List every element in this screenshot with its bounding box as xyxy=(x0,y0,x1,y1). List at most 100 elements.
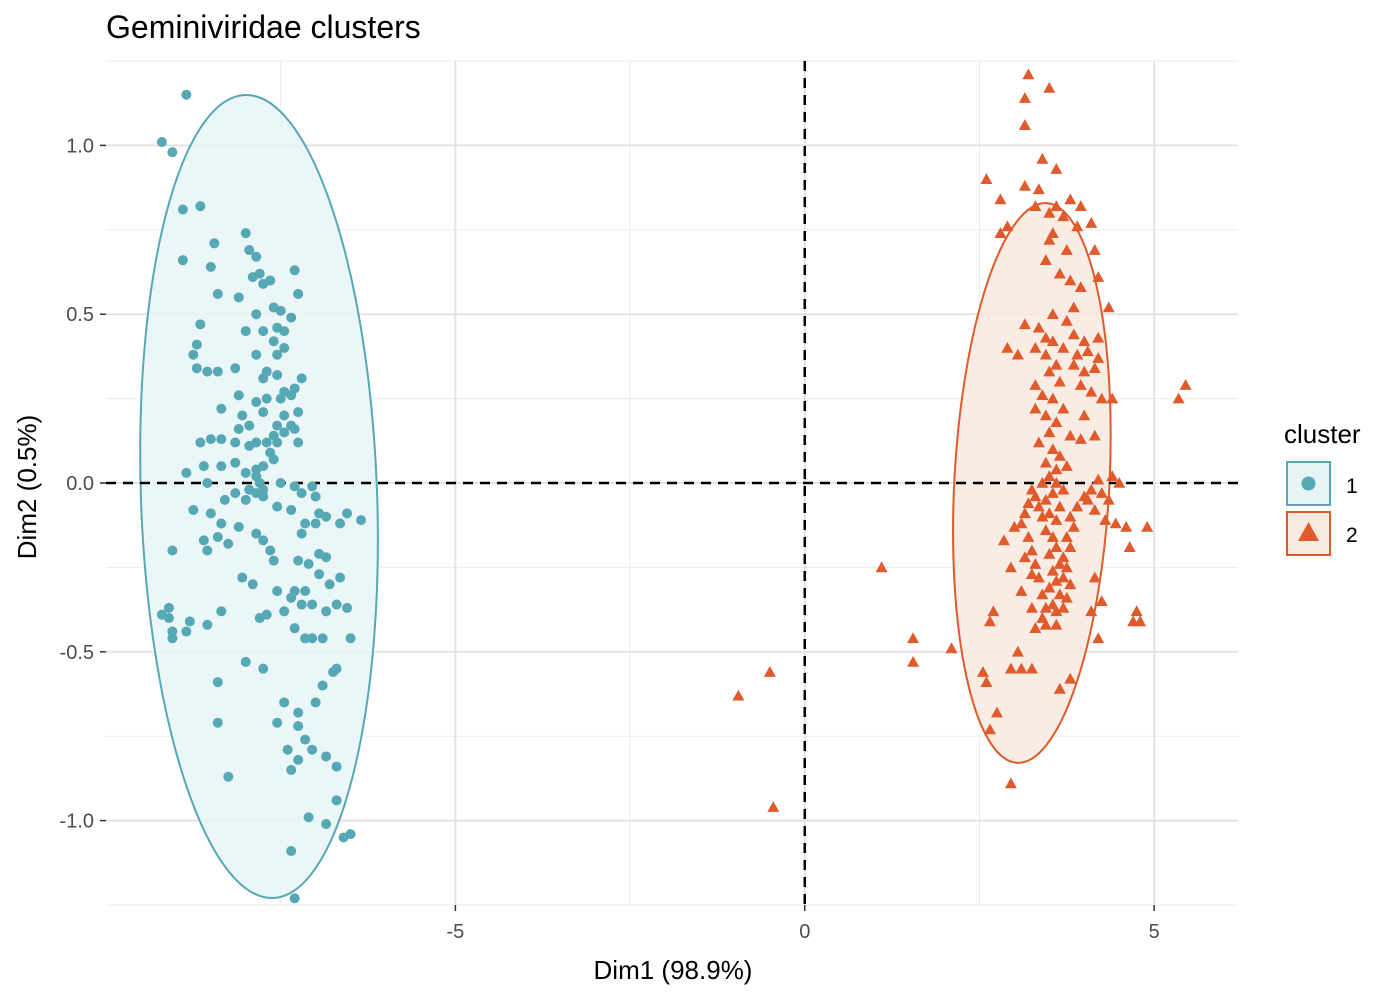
point-cluster-2 xyxy=(1106,392,1119,404)
point-cluster-2 xyxy=(1092,632,1105,644)
point-cluster-1 xyxy=(345,633,356,644)
point-cluster-1 xyxy=(321,606,332,617)
point-cluster-2 xyxy=(1043,507,1056,519)
point-cluster-2 xyxy=(1015,662,1028,674)
point-cluster-2 xyxy=(1043,547,1056,559)
point-cluster-2 xyxy=(1018,119,1031,130)
y-axis-title: Dim2 (0.5%) xyxy=(12,415,42,559)
point-cluster-2 xyxy=(1032,500,1045,512)
point-cluster-2 xyxy=(1092,331,1105,343)
point-cluster-2 xyxy=(1011,645,1024,657)
point-cluster-2 xyxy=(1018,507,1031,519)
point-cluster-1 xyxy=(195,319,206,330)
point-cluster-1 xyxy=(202,545,213,556)
point-cluster-1 xyxy=(237,572,248,583)
point-cluster-1 xyxy=(198,461,209,472)
point-cluster-1 xyxy=(303,812,314,823)
point-cluster-1 xyxy=(279,606,290,617)
point-cluster-2 xyxy=(994,227,1007,238)
point-cluster-1 xyxy=(289,265,300,276)
point-cluster-1 xyxy=(247,579,258,590)
y-tick-label: -1.0 xyxy=(60,811,94,833)
point-cluster-1 xyxy=(202,366,213,377)
point-cluster-2 xyxy=(1060,531,1073,542)
point-cluster-2 xyxy=(1064,274,1077,286)
point-cluster-2 xyxy=(1029,558,1042,569)
point-cluster-1 xyxy=(310,491,321,502)
point-cluster-2 xyxy=(1071,348,1084,360)
point-cluster-2 xyxy=(763,666,776,677)
point-cluster-1 xyxy=(212,366,223,377)
point-cluster-2 xyxy=(997,534,1010,546)
point-cluster-2 xyxy=(1053,449,1066,461)
point-cluster-2 xyxy=(1081,493,1094,505)
point-cluster-1 xyxy=(275,478,286,488)
point-cluster-1 xyxy=(286,312,297,323)
point-cluster-2 xyxy=(1064,578,1077,590)
point-cluster-1 xyxy=(296,528,307,539)
point-cluster-2 xyxy=(1032,571,1045,583)
legend-circle-icon xyxy=(1301,476,1316,491)
point-cluster-2 xyxy=(1092,271,1105,282)
point-cluster-1 xyxy=(331,761,342,772)
point-cluster-2 xyxy=(1050,574,1063,586)
point-cluster-2 xyxy=(1074,200,1087,211)
point-cluster-2 xyxy=(1088,244,1101,255)
point-cluster-1 xyxy=(300,586,311,597)
point-cluster-1 xyxy=(289,481,300,492)
point-cluster-1 xyxy=(251,528,262,539)
point-cluster-2 xyxy=(983,615,996,627)
point-cluster-2 xyxy=(1043,581,1056,593)
point-cluster-2 xyxy=(1067,301,1080,313)
point-cluster-1 xyxy=(293,707,304,718)
point-cluster-2 xyxy=(1088,504,1101,515)
point-cluster-2 xyxy=(1064,541,1077,552)
point-cluster-2 xyxy=(1036,510,1049,522)
point-cluster-1 xyxy=(195,201,206,212)
point-cluster-2 xyxy=(1004,561,1017,573)
point-cluster-2 xyxy=(1085,605,1098,617)
point-cluster-2 xyxy=(1179,379,1192,390)
point-cluster-2 xyxy=(1039,331,1052,343)
point-cluster-1 xyxy=(205,434,216,445)
point-cluster-2 xyxy=(1050,477,1063,488)
point-cluster-2 xyxy=(1130,605,1143,617)
point-cluster-2 xyxy=(1102,301,1115,313)
point-cluster-2 xyxy=(1050,416,1063,428)
point-cluster-1 xyxy=(251,349,262,360)
point-cluster-2 xyxy=(976,666,989,677)
point-cluster-2 xyxy=(1085,385,1098,397)
point-cluster-1 xyxy=(293,437,304,448)
point-cluster-2 xyxy=(1043,470,1056,482)
point-cluster-2 xyxy=(1053,682,1066,694)
point-cluster-2 xyxy=(1053,558,1066,569)
point-cluster-1 xyxy=(216,403,227,414)
point-cluster-1 xyxy=(300,518,311,529)
point-cluster-2 xyxy=(1099,514,1112,525)
point-cluster-2 xyxy=(1025,544,1038,556)
point-cluster-1 xyxy=(268,454,279,465)
point-cluster-1 xyxy=(272,586,283,597)
point-cluster-2 xyxy=(1074,281,1087,292)
point-cluster-1 xyxy=(293,407,304,418)
y-tick-label: 0.5 xyxy=(66,304,94,326)
y-tick-label: 0.0 xyxy=(66,473,94,495)
point-cluster-2 xyxy=(1095,595,1108,606)
point-cluster-1 xyxy=(258,373,269,384)
point-cluster-2 xyxy=(1039,618,1052,630)
point-cluster-1 xyxy=(258,663,269,674)
point-cluster-1 xyxy=(167,633,178,644)
point-cluster-1 xyxy=(331,795,342,806)
point-cluster-2 xyxy=(1081,345,1094,357)
point-cluster-1 xyxy=(240,656,251,667)
point-cluster-2 xyxy=(1032,436,1045,448)
point-cluster-2 xyxy=(1008,520,1021,532)
point-cluster-1 xyxy=(317,680,328,691)
point-cluster-2 xyxy=(1092,473,1105,485)
point-cluster-1 xyxy=(293,288,304,299)
point-cluster-2 xyxy=(1102,493,1115,505)
point-cluster-2 xyxy=(1050,514,1063,525)
legend-label-2: 2 xyxy=(1346,524,1358,547)
point-cluster-2 xyxy=(980,676,993,687)
